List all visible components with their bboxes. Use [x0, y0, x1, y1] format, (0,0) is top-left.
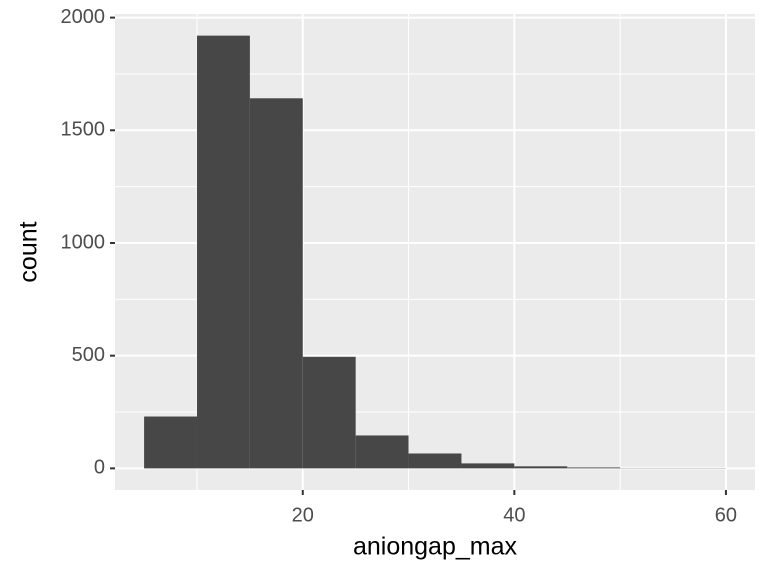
bar — [196, 35, 250, 469]
bar — [302, 356, 356, 469]
y-axis-title: count — [15, 221, 43, 282]
y-tick-label: 1500 — [61, 119, 106, 141]
bar — [514, 466, 568, 469]
bar — [461, 463, 515, 469]
bar — [144, 416, 197, 469]
y-tick-label: 2000 — [61, 6, 106, 28]
bar — [567, 467, 621, 469]
x-tick-label: 20 — [292, 504, 314, 526]
x-axis-title: aniongap_max — [353, 533, 518, 561]
y-tick-label: 500 — [72, 344, 105, 366]
y-tick-label: 0 — [94, 457, 105, 479]
x-tick-label: 40 — [503, 504, 525, 526]
x-tick-label: 60 — [715, 504, 737, 526]
y-tick-label: 1000 — [61, 231, 106, 253]
bar — [249, 98, 303, 469]
bar — [355, 435, 409, 469]
bar — [408, 453, 462, 469]
